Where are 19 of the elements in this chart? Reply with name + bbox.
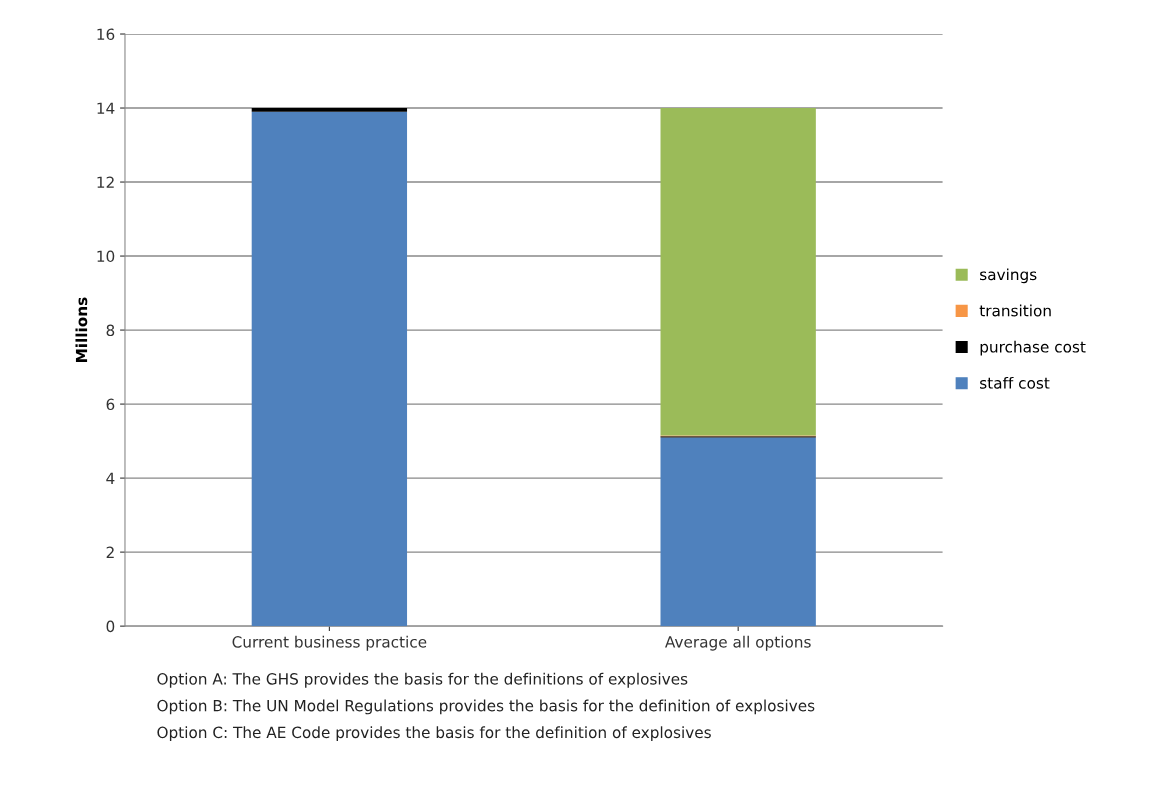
y-axis-title: Millions [75,297,88,362]
legend-label: savings [980,268,1037,284]
text: Option A: The GHS provides the basis for the definitions of explosives [157,672,688,688]
legend-label: transition [979,304,1051,317]
legend-label: purchase cost [980,340,1086,356]
y-tick-label: 0 [106,620,115,633]
text: Option B: The UN Model Regulations provides the basis for the definition of explosives [157,699,815,715]
legend-label: staff cost [980,376,1050,389]
y-tick-label: 12 [97,176,114,188]
x-tick-label: Current business practice [232,635,427,651]
y-tick-label: 4 [106,472,115,484]
x-tick-label: Average all options [665,635,811,651]
y-tick-label: 8 [106,324,115,337]
y-tick-label: 10 [97,250,115,263]
y-tick-label: 16 [97,28,115,41]
y-tick-label: 14 [97,102,115,114]
y-tick-label: 6 [106,398,115,411]
y-tick-label: 2 [106,546,114,558]
text: Option C: The AE Code provides the basis for the definition of explosives [157,726,711,742]
